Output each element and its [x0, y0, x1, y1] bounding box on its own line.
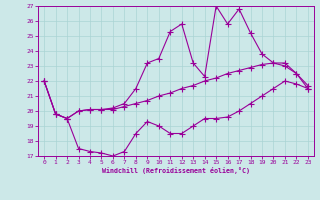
X-axis label: Windchill (Refroidissement éolien,°C): Windchill (Refroidissement éolien,°C) — [102, 167, 250, 174]
